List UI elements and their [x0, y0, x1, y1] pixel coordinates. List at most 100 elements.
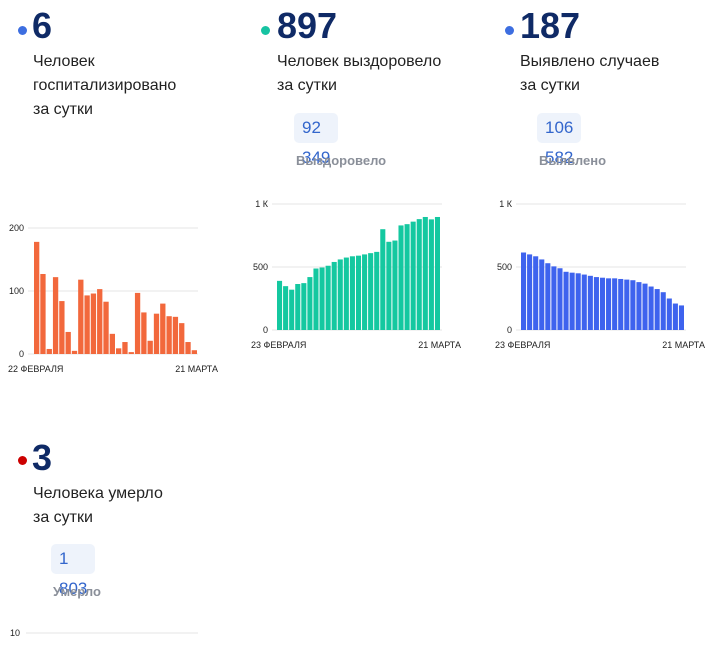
recovered-chart-bar: [295, 284, 301, 330]
hospitalized-chart-bar: [166, 316, 172, 354]
recovered-chart-xlabel-end: 21 МАРТА: [418, 340, 461, 350]
detected-desc-line1: Выявлено случаев: [520, 53, 660, 70]
detected-chart-bar: [612, 278, 618, 330]
recovered-desc-line1: Человек выздоровело: [277, 53, 442, 70]
detected-chart-bar: [636, 282, 642, 330]
deaths-chart: 10: [10, 628, 198, 638]
detected-chart-bar: [575, 273, 581, 330]
hospitalized-chart-bar: [103, 301, 109, 354]
hospitalized-chart-ytick: 0: [19, 349, 24, 359]
hospitalized-desc-line1: Человек: [33, 53, 95, 70]
recovered-chart-xlabel-start: 23 ФЕВРАЛЯ: [251, 340, 306, 350]
hospitalized-chart: 200 100 0 22 ФЕВРАЛЯ 21 МАРТА: [8, 223, 218, 374]
detected-chart-bar: [624, 279, 630, 330]
detected-desc-line2: за сутки: [520, 77, 580, 94]
hospitalized-chart-bar: [185, 342, 191, 354]
hospitalized-chart-bar: [160, 303, 166, 354]
recovered-chart-bar: [343, 257, 349, 330]
recovered-chart-bar: [392, 240, 398, 330]
hospitalized-desc-line3: за сутки: [33, 101, 93, 118]
hospitalized-chart-bar: [78, 279, 84, 354]
detected-chart-bar: [642, 283, 648, 330]
detected-chart-bar: [569, 272, 575, 330]
hospitalized-dot-icon: [18, 26, 27, 35]
detected-chart-bar: [587, 275, 593, 330]
detected-chart-xlabel-end: 21 МАРТА: [662, 340, 705, 350]
recovered-chart-bar: [283, 286, 289, 330]
hospitalized-chart-bar: [59, 301, 65, 354]
hospitalized-desc-line2: госпитализировано: [33, 77, 177, 94]
deaths-total-badge: 1 803: [51, 544, 96, 598]
hospitalized-chart-bar: [153, 313, 160, 354]
hospitalized-chart-ytick: 200: [9, 223, 24, 233]
hospitalized-chart-ytick: 100: [9, 286, 24, 296]
deaths-chart-ytick: 10: [10, 628, 20, 638]
detected-chart-bar: [648, 286, 654, 330]
detected-chart-bar: [660, 292, 666, 330]
recovered-chart-bar: [313, 268, 319, 330]
hospitalized-chart-bar: [191, 350, 197, 354]
recovered-chart-bar: [410, 221, 416, 330]
hospitalized-chart-bar: [141, 312, 147, 354]
recovered-chart-bar: [362, 254, 368, 330]
detected-chart-bar: [654, 289, 660, 330]
hospitalized-chart-bar: [46, 348, 52, 354]
deaths-total-label: Умерло: [53, 584, 101, 599]
hospitalized-chart-bar: [179, 323, 185, 354]
recovered-chart-bar: [331, 261, 337, 330]
detected-chart-bar: [557, 268, 563, 330]
hospitalized-chart-bar: [90, 293, 97, 354]
recovered-dot-icon: [261, 26, 270, 35]
detected-dot-icon: [505, 26, 514, 35]
detected-chart-bar: [533, 256, 539, 330]
hospitalized-chart-bar: [134, 292, 141, 354]
hospitalized-chart-bar: [147, 340, 153, 354]
recovered-chart-bar: [374, 251, 380, 330]
detected-chart-bar: [563, 271, 569, 330]
hospitalized-chart-bar: [84, 295, 90, 354]
hospitalized-chart-bar: [52, 277, 59, 354]
recovered-chart-bar: [349, 256, 355, 330]
hospitalized-chart-bar: [65, 331, 71, 354]
deaths-value: 3: [32, 437, 53, 478]
recovered-chart-bar: [428, 219, 434, 330]
recovered-chart-ytick: 500: [253, 262, 268, 272]
recovered-chart-ytick: 1 К: [255, 199, 269, 209]
hospitalized-chart-xlabel-start: 22 ФЕВРАЛЯ: [8, 364, 63, 374]
detected-chart-ytick: 0: [507, 325, 512, 335]
hospitalized-chart-bar: [122, 342, 128, 354]
detected-chart-bar: [666, 298, 672, 330]
detected-chart-bar: [606, 278, 612, 330]
deaths-desc-line2: за сутки: [33, 509, 93, 526]
hospitalized-value: 6: [32, 5, 53, 46]
detected-chart-ytick: 1 К: [499, 199, 513, 209]
detected-value: 187: [520, 5, 581, 46]
recovered-chart-bar: [380, 229, 386, 330]
detected-chart-bar: [539, 259, 545, 330]
detected-chart: 1 К 500 0 23 ФЕВРАЛЯ 21 МАРТА: [495, 199, 705, 350]
detected-chart-bar: [527, 254, 533, 330]
recovered-chart-bar: [398, 225, 404, 330]
detected-chart-bar: [521, 252, 527, 330]
hospitalized-chart-xlabel-end: 21 МАРТА: [175, 364, 218, 374]
recovered-chart-bar: [319, 267, 325, 330]
recovered-chart-bar: [416, 219, 422, 330]
recovered-chart-bar: [337, 259, 343, 330]
recovered-chart-bar: [434, 216, 440, 330]
recovered-chart-bar: [404, 224, 410, 330]
hospitalized-chart-bar: [97, 289, 103, 354]
detected-chart-bar: [581, 274, 587, 330]
detected-chart-bar: [545, 263, 551, 330]
detected-chart-ytick: 500: [497, 262, 512, 272]
hospitalized-chart-bar: [40, 273, 46, 354]
detected-chart-bar: [599, 277, 606, 330]
recovered-chart-bar: [355, 255, 362, 330]
detected-total-label: Выявлено: [539, 153, 607, 168]
recovered-total-label: Выздоровело: [296, 153, 387, 168]
recovered-total-badge: 92 349: [294, 113, 339, 167]
detected-chart-bar: [618, 278, 624, 330]
detected-chart-xlabel-start: 23 ФЕВРАЛЯ: [495, 340, 550, 350]
recovered-chart-bar: [301, 283, 307, 330]
detected-chart-bar: [672, 303, 678, 330]
recovered-desc-line2: за сутки: [277, 77, 337, 94]
